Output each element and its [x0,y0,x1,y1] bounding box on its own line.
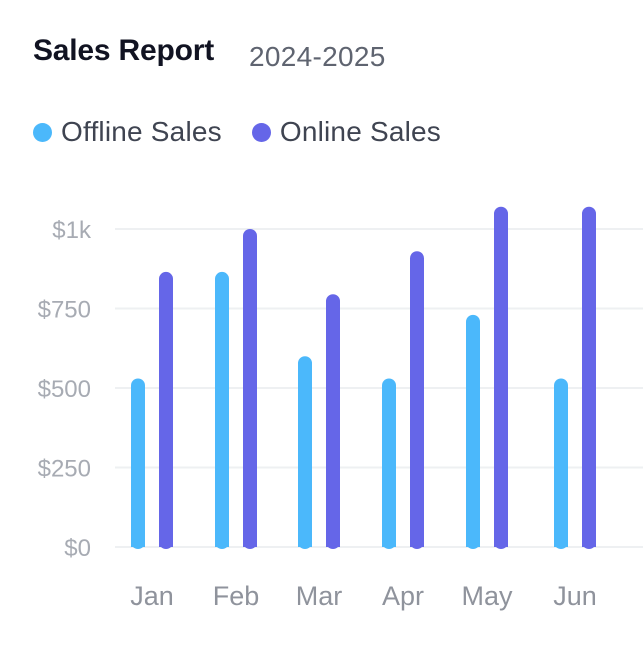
x-category-label-may: May [461,581,513,611]
y-tick-label: $250 [38,456,91,483]
offline-sales-bar-jan[interactable] [131,378,145,549]
offline-sales-bar-base [298,540,312,547]
offline-sales-bar-feb[interactable] [215,271,229,549]
chart-subtitle: 2024-2025 [249,41,386,72]
offline-sales-bar-base [554,540,568,547]
x-category-label-apr: Apr [382,581,424,611]
legend-label-online-sales: Online Sales [279,116,442,147]
online-sales-bar-feb[interactable] [243,229,257,549]
y-tick-label: $0 [64,535,91,562]
online-sales-bar-base [494,540,508,547]
offline-sales-legend-dot [33,122,52,142]
offline-sales-bar-apr[interactable] [382,378,396,549]
online-sales-bar-apr[interactable] [410,251,424,549]
online-sales-legend-dot [251,122,271,142]
online-sales-bar-may[interactable] [494,206,508,550]
offline-sales-bar-base [382,540,396,547]
legend-item-online-sales[interactable]: Online Sales [251,116,442,148]
online-sales-bar-jun[interactable] [582,206,596,550]
y-tick-label: $500 [38,376,91,403]
online-sales-bar-base [410,540,424,547]
y-axis-ticks: $0 $250 $500 $750 $1k [38,217,92,562]
online-sales-bar-base [582,540,596,547]
offline-sales-bar-jun[interactable] [554,378,568,549]
online-sales-bar-base [243,540,257,547]
legend-label-offline-sales: Offline Sales [61,116,222,147]
x-category-label-jun: Jun [553,581,597,611]
x-category-label-feb: Feb [213,581,260,611]
online-sales-bar-base [159,540,173,547]
y-tick-label: $1k [52,217,92,244]
chart-header: Sales Report 2024-2025 [33,34,386,72]
legend-item-offline-sales[interactable]: Offline Sales [33,116,222,148]
x-axis-categories: Jan Feb Mar Apr May Jun [130,581,597,611]
chart-title: Sales Report [33,34,214,67]
online-sales-bar-base [326,540,340,547]
offline-sales-bar-base [131,540,145,547]
online-sales-bar-mar[interactable] [326,294,340,549]
y-tick-label: $750 [38,297,91,324]
bars [131,206,596,550]
offline-sales-bar-base [215,540,229,547]
offline-sales-bar-mar[interactable] [298,356,312,549]
x-category-label-jan: Jan [130,581,174,611]
x-category-label-mar: Mar [296,581,343,611]
offline-sales-bar-may[interactable] [466,314,480,549]
chart-legend: Offline Sales Online Sales [33,116,471,148]
offline-sales-bar-base [466,540,480,547]
online-sales-bar-jan[interactable] [159,271,173,549]
